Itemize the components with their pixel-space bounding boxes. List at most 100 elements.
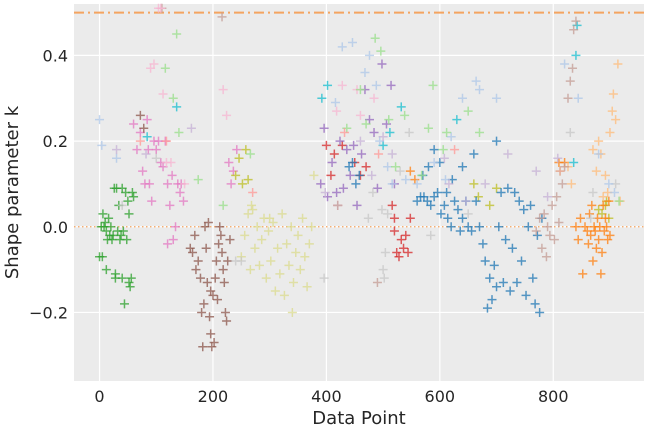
data-point <box>337 80 347 90</box>
plot-background <box>74 4 644 381</box>
data-point <box>288 277 298 287</box>
data-point <box>215 222 225 232</box>
data-point <box>426 200 436 210</box>
data-point <box>206 286 216 296</box>
data-point <box>384 115 394 125</box>
data-point <box>203 217 213 227</box>
data-point <box>333 200 343 210</box>
data-point <box>478 239 488 249</box>
data-point <box>469 179 479 189</box>
data-point <box>248 188 258 197</box>
data-point <box>349 140 359 150</box>
data-point <box>245 265 255 275</box>
data-point <box>376 46 386 56</box>
data-point <box>180 179 190 189</box>
data-point <box>588 145 598 155</box>
data-point <box>405 213 415 223</box>
data-point <box>405 166 415 176</box>
data-point <box>446 222 456 232</box>
data-point <box>327 158 337 168</box>
data-point <box>386 80 396 90</box>
data-point <box>560 162 570 172</box>
data-point <box>247 200 257 210</box>
data-point <box>357 149 367 159</box>
data-point <box>352 200 362 210</box>
data-point <box>252 222 262 232</box>
data-point <box>264 226 274 236</box>
data-point <box>586 213 596 223</box>
series-16 <box>135 128 565 197</box>
data-point <box>219 277 229 287</box>
data-point <box>539 209 549 219</box>
data-point <box>287 307 297 317</box>
data-point <box>598 192 608 202</box>
data-point <box>158 89 168 99</box>
data-point <box>225 235 235 245</box>
data-point <box>571 16 581 26</box>
data-point <box>345 170 355 180</box>
data-point <box>224 158 234 168</box>
data-point <box>438 145 448 155</box>
data-point <box>171 222 181 232</box>
data-point <box>503 183 513 193</box>
data-point <box>383 162 393 172</box>
data-point <box>201 243 211 253</box>
data-point <box>279 290 289 300</box>
data-point <box>240 230 250 240</box>
data-point <box>226 179 236 189</box>
data-point <box>220 307 230 317</box>
data-point <box>586 230 596 240</box>
data-point <box>389 213 399 223</box>
data-point <box>127 188 137 197</box>
data-point <box>571 50 581 60</box>
data-point <box>471 196 481 206</box>
series-14 <box>146 3 379 189</box>
data-point <box>107 235 117 245</box>
data-point <box>126 273 136 283</box>
x-tick-label: 400 <box>311 387 342 406</box>
data-point <box>588 188 598 197</box>
data-point <box>372 183 382 193</box>
data-point <box>209 337 219 347</box>
data-point <box>168 93 178 103</box>
data-point <box>380 247 390 257</box>
data-point <box>321 140 331 150</box>
x-tick-label: 600 <box>425 387 456 406</box>
data-point <box>607 106 617 116</box>
data-point <box>199 299 209 309</box>
data-point <box>516 256 526 266</box>
data-point <box>125 282 135 292</box>
data-point <box>585 209 595 219</box>
data-point <box>469 149 479 159</box>
data-point <box>387 149 397 159</box>
data-point <box>370 33 380 43</box>
data-point <box>575 213 585 223</box>
data-point <box>498 277 508 287</box>
y-axis-label: Shape parameter k <box>2 105 23 279</box>
data-point <box>316 179 326 189</box>
data-point <box>168 235 178 245</box>
data-point <box>391 162 401 172</box>
data-point <box>372 277 382 287</box>
data-point <box>186 123 196 133</box>
data-point <box>241 145 251 155</box>
data-point <box>521 290 531 300</box>
data-point <box>545 230 555 240</box>
data-point <box>600 213 610 223</box>
data-point <box>591 243 601 253</box>
data-point <box>355 85 365 95</box>
data-point <box>124 209 134 219</box>
data-point <box>404 128 414 138</box>
data-point <box>286 222 296 232</box>
data-point <box>378 132 388 142</box>
data-point <box>329 149 339 159</box>
data-point <box>385 128 395 138</box>
data-point <box>129 192 139 202</box>
data-point <box>174 128 184 138</box>
x-tick-label: 800 <box>538 387 569 406</box>
data-point <box>354 170 364 180</box>
data-point <box>610 188 620 197</box>
data-point <box>594 136 604 146</box>
data-point <box>243 209 253 219</box>
data-point <box>583 239 593 249</box>
